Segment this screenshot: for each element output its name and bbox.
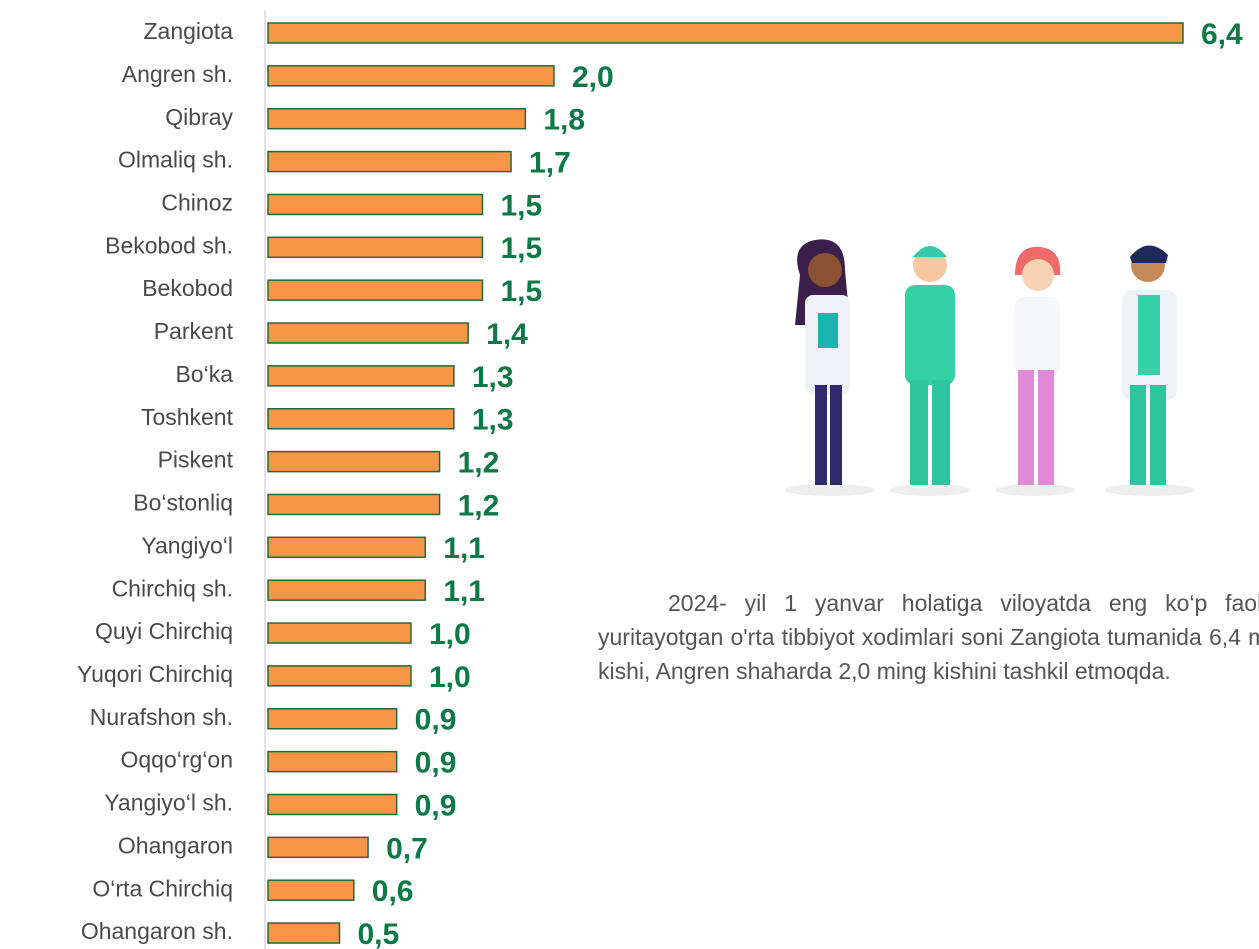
y-tick-label: Ohangaron [118, 832, 233, 858]
bar [267, 750, 398, 773]
bar [267, 836, 369, 859]
value-label: 0,9 [415, 747, 457, 780]
bar [267, 622, 412, 644]
value-label: 1,3 [472, 361, 514, 394]
y-tick-label: Quyi Chirchiq [95, 618, 233, 644]
y-tick-label: Qibray [165, 104, 233, 130]
y-tick-label: Nurafshon sh. [90, 704, 233, 730]
bar [267, 708, 398, 730]
bar [267, 665, 412, 687]
y-tick-label: Angren sh. [122, 61, 233, 87]
bar [267, 579, 427, 601]
y-tick-label: Zangiota [143, 18, 233, 44]
y-tick-label: Bekobod [142, 275, 233, 301]
value-label: 2,0 [572, 61, 614, 94]
y-tick-label: Yangiyo‘l sh. [104, 790, 233, 816]
bar [267, 22, 1184, 44]
value-label: 1,2 [458, 489, 500, 522]
value-label: 1,7 [529, 147, 571, 180]
bar [267, 279, 484, 301]
y-tick-label: Chirchiq sh. [112, 575, 233, 601]
y-tick-label: Chinoz [161, 190, 233, 216]
bar [267, 536, 427, 559]
y-tick-label: Yuqori Chirchiq [77, 661, 233, 687]
value-label: 1,8 [543, 104, 585, 137]
value-label: 0,7 [386, 832, 428, 865]
value-label: 0,9 [415, 704, 457, 737]
annotation: 2024- yil 1 yanvar holatiga viloyatda en… [598, 590, 1259, 684]
bar [267, 879, 355, 901]
value-label: 1,0 [429, 661, 471, 694]
y-tick-label: Oqqo‘rg‘on [120, 747, 233, 773]
y-tick-label: Bekobod sh. [105, 232, 233, 258]
value-label: 0,6 [372, 875, 414, 908]
value-label: 1,3 [472, 404, 514, 437]
value-label: 0,5 [357, 918, 399, 949]
y-tick-label: Olmaliq sh. [118, 147, 233, 173]
y-tick-label: Parkent [154, 318, 234, 344]
illustration [785, 239, 1195, 496]
bar [267, 922, 341, 944]
y-tick-label: Ohangaron sh. [81, 918, 233, 944]
value-label: 1,0 [429, 618, 471, 651]
value-label: 1,5 [500, 189, 542, 222]
value-label: 1,1 [443, 575, 485, 608]
bar [267, 193, 484, 216]
y-tick-label: Yangiyo‘l [141, 532, 233, 558]
value-label: 1,2 [458, 447, 500, 480]
y-tick-label: Piskent [158, 447, 234, 473]
bar [267, 322, 469, 344]
value-label: 1,4 [486, 318, 528, 351]
bar [267, 450, 441, 473]
y-tick-label: Toshkent [141, 404, 234, 430]
bar [267, 236, 484, 259]
value-label: 0,9 [415, 789, 457, 822]
value-label: 1,5 [500, 232, 542, 265]
value-label: 1,5 [500, 275, 542, 308]
bar [267, 493, 441, 516]
y-tick-label: Bo‘ka [175, 361, 233, 387]
bar [267, 365, 455, 387]
bar [267, 107, 527, 130]
bar [267, 150, 512, 173]
bar [267, 793, 398, 816]
y-tick-label: Bo‘stonliq [133, 490, 233, 516]
y-tick-label: O‘rta Chirchiq [92, 875, 233, 901]
bar [267, 407, 455, 430]
value-label: 1,1 [443, 532, 485, 565]
bar [267, 65, 555, 87]
value-label: 6,4 [1201, 18, 1243, 51]
